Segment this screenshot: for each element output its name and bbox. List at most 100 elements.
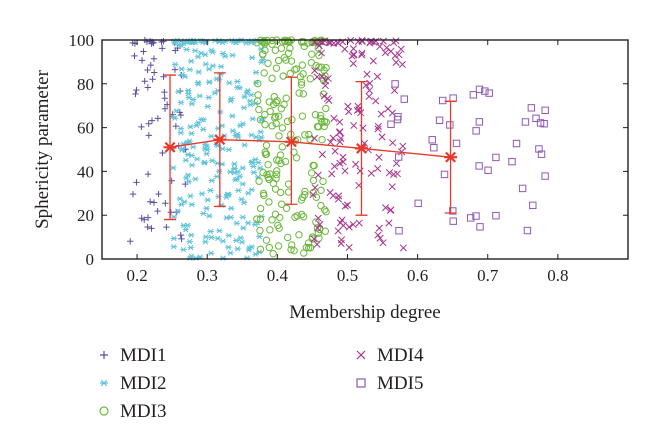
data-point — [329, 134, 337, 142]
data-point — [298, 61, 307, 69]
data-point — [188, 101, 196, 107]
y-tick-label: 40 — [77, 162, 94, 181]
data-point — [276, 151, 285, 159]
data-point — [223, 215, 230, 221]
data-point — [262, 236, 271, 244]
data-point — [481, 87, 489, 95]
y-tick-label: 100 — [69, 31, 95, 50]
data-point — [277, 200, 286, 208]
data-point — [227, 205, 235, 211]
data-point — [248, 92, 255, 98]
data-point — [321, 82, 329, 90]
y-axis-label: Sphericity parameter — [32, 69, 53, 228]
data-point — [274, 112, 283, 120]
data-point — [271, 46, 280, 54]
data-point — [174, 208, 181, 214]
data-point — [248, 55, 256, 61]
data-point — [345, 108, 353, 116]
data-point — [172, 47, 179, 54]
data-point — [299, 90, 308, 98]
data-point — [399, 142, 407, 150]
data-point — [374, 122, 382, 130]
data-point — [475, 118, 484, 126]
data-point — [151, 69, 158, 76]
data-point — [376, 42, 384, 51]
data-point — [302, 243, 311, 252]
data-point — [209, 63, 217, 69]
series-mdi4 — [309, 36, 407, 252]
data-point — [315, 42, 323, 50]
data-point — [138, 57, 146, 64]
legend-marker — [99, 406, 109, 416]
data-point — [308, 50, 316, 58]
data-point — [365, 86, 374, 94]
data-point — [318, 150, 326, 159]
data-point — [291, 66, 299, 74]
data-point — [314, 224, 322, 232]
data-point — [286, 69, 295, 78]
data-point — [430, 143, 438, 152]
data-point — [145, 120, 152, 127]
data-point — [392, 58, 400, 66]
data-point — [532, 114, 540, 123]
data-point — [452, 139, 461, 148]
data-point — [188, 232, 195, 238]
data-point — [295, 89, 303, 97]
data-point — [214, 235, 222, 242]
data-point — [257, 129, 264, 135]
data-point — [395, 227, 403, 235]
data-point — [535, 145, 543, 153]
data-point — [161, 105, 169, 112]
data-point — [312, 218, 320, 226]
mean-marker — [163, 141, 177, 153]
data-point — [188, 201, 196, 208]
data-point — [237, 235, 244, 241]
data-point — [268, 74, 276, 83]
data-point — [249, 116, 256, 122]
data-point — [203, 205, 210, 211]
data-point — [379, 239, 387, 247]
data-point — [172, 122, 180, 130]
data-point — [262, 150, 271, 158]
data-point — [133, 86, 140, 94]
data-point — [375, 153, 383, 161]
data-point — [127, 238, 134, 245]
data-point — [150, 39, 157, 47]
data-point — [259, 115, 267, 122]
data-point — [187, 193, 194, 199]
data-point — [200, 160, 208, 166]
data-point — [170, 214, 178, 220]
data-point — [161, 95, 168, 102]
data-point — [318, 118, 326, 127]
data-point — [336, 118, 344, 126]
data-point — [475, 85, 484, 94]
data-point — [274, 221, 282, 230]
data-point — [541, 106, 549, 115]
data-point — [176, 196, 184, 202]
data-point — [240, 105, 248, 111]
legend-label: MDI3 — [120, 401, 166, 422]
data-point — [223, 194, 230, 200]
data-point — [271, 112, 280, 121]
data-point — [170, 235, 178, 242]
data-point — [315, 51, 323, 60]
data-point — [466, 214, 475, 222]
data-point — [154, 115, 162, 122]
series-mdi2 — [169, 37, 267, 261]
data-point — [208, 133, 215, 139]
data-point — [256, 116, 265, 124]
data-point — [375, 224, 383, 232]
data-point — [309, 191, 317, 199]
data-point — [307, 58, 316, 67]
data-point — [226, 169, 234, 175]
data-point — [352, 160, 360, 168]
data-point — [326, 188, 334, 197]
data-point — [337, 236, 346, 244]
data-point — [192, 176, 199, 182]
data-point — [194, 54, 202, 60]
data-point — [395, 51, 403, 59]
data-point — [147, 198, 154, 205]
data-point — [469, 91, 478, 99]
x-tick-label: 0.7 — [477, 266, 499, 285]
data-point — [177, 231, 184, 239]
